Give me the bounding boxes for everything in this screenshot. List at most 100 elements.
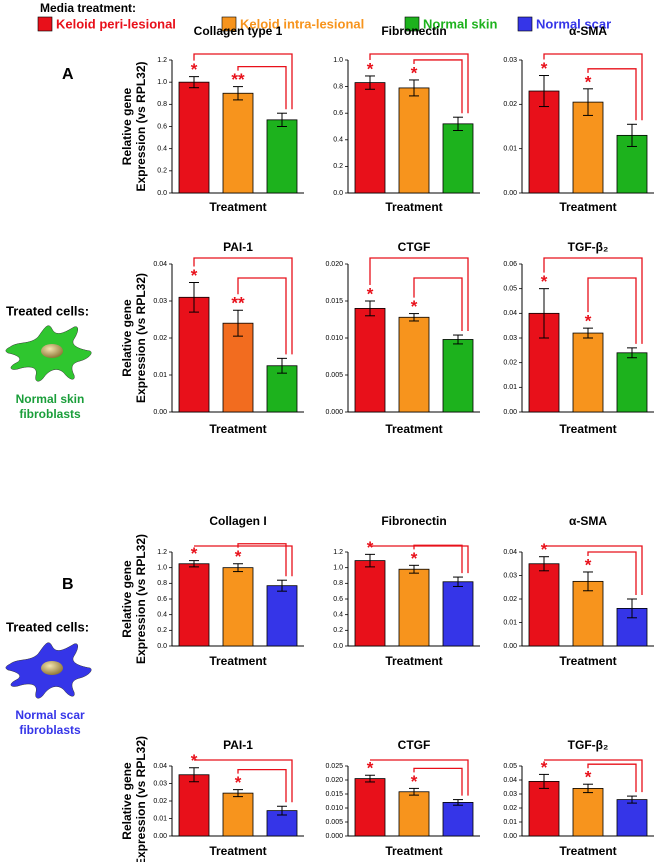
y-tick-label: 0.015 [325,791,343,798]
y-tick-label: 1.0 [333,57,343,64]
y-tick-label: 0.4 [333,612,343,619]
bar [442,123,474,194]
y-tick-label: 0.8 [157,101,167,108]
y-tick-label: 0.01 [503,619,517,626]
significance-bracket [237,543,287,577]
x-axis-label: Treatment [209,844,266,858]
y-tick-label: 0.04 [153,763,167,770]
cell-nucleus [41,661,63,675]
legend-label: Keloid intra-lesional [240,16,364,31]
y-tick-label: 0.02 [503,596,517,603]
y-tick-label: 0.010 [325,805,343,812]
significance-star: ** [231,294,245,313]
bar [616,352,648,413]
y-tick-label: 1.2 [333,549,343,556]
y-tick-label: 0.020 [325,261,343,268]
bar [616,799,648,837]
x-axis-label: Treatment [559,844,616,858]
legend-swatch [404,16,420,32]
y-tick-label: 0.0 [333,643,343,650]
chart-title: PAI-1 [223,738,253,752]
y-tick-label: 1.2 [157,549,167,556]
y-tick-label: 0.00 [503,190,517,197]
significance-bracket [587,763,637,793]
bar [266,119,298,194]
bar [398,791,430,837]
panel-label: B [62,576,74,593]
y-tick-label: 0.000 [325,409,343,416]
significance-star: * [541,272,548,291]
significance-star: * [411,63,418,82]
legend-swatch [221,16,237,32]
significance-bracket [237,65,287,110]
x-axis-label: Treatment [559,654,616,668]
significance-bracket [543,53,643,121]
significance-bracket [237,277,287,355]
legend-label: Normal skin [423,16,497,31]
bar [572,580,604,647]
chart-title: PAI-1 [223,240,253,254]
y-axis-label: Relative gene [120,87,134,165]
y-tick-label: 0.03 [503,791,517,798]
chart-title: Collagen I [209,514,266,528]
y-tick-label: 0.02 [153,335,167,342]
legend-title: Media treatment: [40,1,136,15]
significance-star: * [585,72,592,91]
y-tick-label: 0.6 [333,596,343,603]
y-tick-label: 0.6 [333,110,343,117]
significance-star: * [235,547,242,566]
significance-star: * [191,266,198,285]
legend-swatch [517,16,533,32]
significance-bracket [587,551,637,595]
bar [398,316,430,413]
y-tick-label: 0.03 [503,572,517,579]
y-tick-label: 1.0 [157,565,167,572]
bar [222,792,254,837]
chart-title: TGF-β₂ [568,738,609,752]
bar [354,82,386,194]
chart-title: Fibronectin [381,514,446,528]
significance-bracket [413,277,463,332]
significance-star: * [541,758,548,777]
y-tick-label: 0.01 [153,372,167,379]
bar [178,81,210,194]
cell-nucleus [41,344,63,358]
y-tick-label: 0.04 [153,261,167,268]
y-tick-label: 0.04 [503,310,517,317]
y-tick-label: 0.2 [157,168,167,175]
y-tick-label: 0.00 [503,833,517,840]
y-tick-label: 0.04 [503,777,517,784]
y-tick-label: 0.02 [503,360,517,367]
y-tick-label: 0.03 [503,335,517,342]
bar [354,778,386,837]
y-tick-label: 1.0 [157,79,167,86]
x-axis-label: Treatment [209,654,266,668]
y-tick-label: 0.03 [503,57,517,64]
y-tick-label: 0.4 [333,137,343,144]
y-tick-label: 1.2 [157,57,167,64]
chart-title: Collagen type 1 [194,24,283,38]
significance-star: * [541,540,548,559]
significance-star: * [367,284,374,303]
significance-bracket [194,759,293,803]
y-tick-label: 0.02 [503,805,517,812]
significance-star: * [585,768,592,787]
y-axis-label: Expression (vs RPL32) [134,61,148,191]
significance-star: * [367,759,374,778]
significance-star: * [411,549,418,568]
cells-title: Treated cells: [6,303,89,318]
significance-bracket [413,544,463,574]
significance-bracket [370,545,469,574]
y-tick-label: 0.05 [503,286,517,293]
bar [354,307,386,413]
cells-name: Normal scar [15,708,85,722]
y-tick-label: 0.03 [153,780,167,787]
x-axis-label: Treatment [385,200,442,214]
y-tick-label: 0.8 [333,580,343,587]
x-axis-label: Treatment [559,422,616,436]
y-tick-label: 0.8 [333,83,343,90]
y-tick-label: 0.4 [157,612,167,619]
y-tick-label: 0.06 [503,261,517,268]
cells-name: fibroblasts [19,723,81,737]
